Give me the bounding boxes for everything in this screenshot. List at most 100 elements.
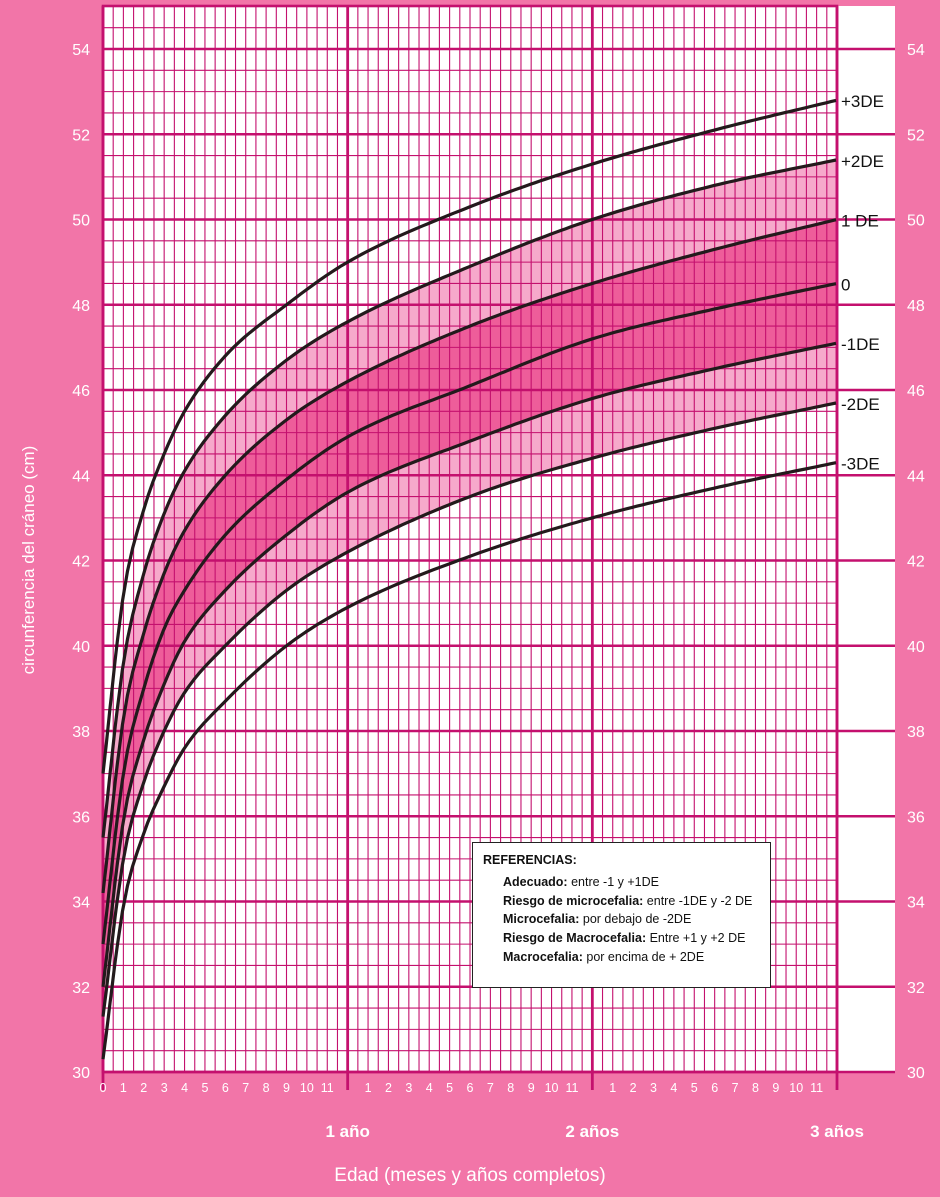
y-tick-label-right: 30	[907, 1065, 925, 1082]
x-tick-label: 1	[609, 1081, 616, 1095]
y-tick-label-left: 50	[72, 213, 90, 230]
x-tick-label: 11	[810, 1081, 823, 1095]
x-tick-label: 10	[300, 1081, 314, 1095]
x-tick-label: 7	[487, 1081, 494, 1095]
y-tick-label-left: 48	[72, 298, 90, 315]
plot-frame	[101, 4, 839, 1074]
legend-text: entre -1 y +1DE	[567, 874, 659, 889]
series-line	[101, 158, 837, 838]
x-tick-label: 1	[365, 1081, 372, 1095]
x-year-label: 3 años	[810, 1122, 864, 1141]
x-tick-label: 10	[545, 1081, 559, 1095]
series-label: 0	[841, 275, 850, 294]
series-line	[101, 98, 837, 774]
x-tick-label: 4	[181, 1081, 188, 1095]
x-tick-label: 9	[283, 1081, 290, 1095]
series-line	[101, 341, 837, 987]
x-tick-labels: 0 1 2 3 4 5 6 7 8 9 10 11 1 2 3 4 5 6 7 8 9 10 11 1 2 3 4 5 6 7 8 9 10 11…	[100, 1081, 864, 1141]
series-label: +3DE	[841, 92, 884, 111]
x-year-label: 1 año	[325, 1122, 369, 1141]
legend-text: Entre +1 y +2 DE	[646, 931, 746, 945]
legend-references: REFERENCIAS: Adecuado: entre -1 y +1DE R…	[472, 842, 771, 988]
x-tick-label: 6	[467, 1081, 474, 1095]
y-axis-label: circunferencia del cráneo (cm)	[19, 446, 38, 675]
legend-term: Riesgo de Macrocefalia:	[503, 931, 647, 945]
x-tick-label: 2	[385, 1081, 392, 1095]
legend-term: Adecuado:	[503, 874, 568, 889]
x-tick-label: 3	[161, 1081, 168, 1095]
y-tick-label-left: 30	[72, 1065, 90, 1082]
x-tick-label: 1	[120, 1081, 127, 1095]
y-tick-labels: 30 30 32 32 34 34 36 36 38 38 40 40 42 42 44 44 46 46 48 48…	[72, 42, 925, 1082]
y-tick-label-left: 36	[72, 809, 90, 826]
series-label: -1DE	[841, 335, 880, 354]
y-tick-label-left: 46	[72, 383, 90, 400]
y-tick-label-right: 38	[907, 724, 925, 741]
y-tick-label-left: 34	[72, 895, 90, 912]
legend-term: Microcefalia:	[503, 912, 580, 927]
legend-text: por debajo de -2DE	[579, 912, 692, 927]
legend-text: entre -1DE y -2 DE	[643, 893, 753, 908]
y-tick-label-left: 44	[72, 468, 90, 485]
x-tick-label: 8	[507, 1081, 514, 1095]
legend-row-riesgo-macrocefalia: Riesgo de Macrocefalia: Entre +1 y +2 DE	[483, 929, 760, 948]
legend-text: por encima de + 2DE	[582, 949, 705, 964]
x-tick-label: 9	[772, 1081, 779, 1095]
x-tick-label: 8	[752, 1081, 759, 1095]
x-tick-label: 2	[630, 1081, 637, 1095]
y-tick-label-left: 54	[72, 42, 90, 59]
y-tick-label-right: 44	[907, 468, 925, 485]
x-tick-label: 11	[565, 1081, 578, 1095]
x-tick-label: 6	[711, 1081, 718, 1095]
x-tick-label: 7	[242, 1081, 249, 1095]
legend-row-riesgo-microcefalia: Riesgo de microcefalia: entre -1DE y -2 …	[483, 892, 760, 911]
y-tick-label-right: 36	[907, 809, 925, 826]
legend-row-macrocefalia: Macrocefalia: por encima de + 2DE	[483, 948, 760, 967]
x-tick-label: 8	[263, 1081, 270, 1095]
y-tick-label-right: 46	[907, 383, 925, 400]
x-tick-label: 0	[100, 1081, 107, 1095]
y-tick-label-right: 34	[907, 895, 925, 912]
series-label: +2DE	[841, 152, 884, 171]
series-line	[101, 461, 837, 1060]
y-tick-label-right: 32	[907, 980, 925, 997]
series-line	[101, 401, 837, 1017]
y-tick-label-left: 32	[72, 980, 90, 997]
series-labels: +3DE +2DE 1 DE 0 -1DE -2DE -3DE	[841, 92, 884, 473]
y-tick-label-left: 42	[72, 554, 90, 571]
curves	[101, 98, 837, 1060]
series-label: -2DE	[841, 395, 880, 414]
y-tick-label-right: 40	[907, 639, 925, 656]
legend-term: Macrocefalia:	[503, 949, 583, 964]
x-tick-label: 5	[446, 1081, 453, 1095]
x-tick-label: 9	[528, 1081, 535, 1095]
x-tick-label: 4	[670, 1081, 677, 1095]
y-tick-label-right: 42	[907, 554, 925, 571]
x-tick-label: 2	[140, 1081, 147, 1095]
x-tick-label: 5	[201, 1081, 208, 1095]
y-tick-label-left: 38	[72, 724, 90, 741]
legend-term: Riesgo de microcefalia:	[503, 893, 644, 908]
x-tick-label: 6	[222, 1081, 229, 1095]
series-line	[101, 282, 837, 945]
y-tick-label-left: 52	[72, 127, 90, 144]
series-label: 1 DE	[841, 212, 879, 231]
x-tick-label: 10	[789, 1081, 803, 1095]
x-axis-label: Edad (meses y años completos)	[334, 1165, 605, 1186]
y-tick-label-right: 52	[907, 127, 925, 144]
x-tick-label: 5	[691, 1081, 698, 1095]
x-tick-label: 3	[405, 1081, 412, 1095]
x-tick-label: 7	[732, 1081, 739, 1095]
series-line	[101, 218, 837, 894]
y-tick-label-right: 54	[907, 42, 925, 59]
y-tick-label-right: 50	[907, 213, 925, 230]
series-label: -3DE	[841, 454, 880, 473]
x-tick-label: 4	[426, 1081, 433, 1095]
legend-title: REFERENCIAS:	[483, 853, 577, 867]
legend-row-microcefalia: Microcefalia: por debajo de -2DE	[483, 910, 760, 929]
legend-row-adecuado: Adecuado: entre -1 y +1DE	[483, 873, 760, 892]
y-tick-label-right: 48	[907, 298, 925, 315]
x-tick-label: 11	[321, 1081, 334, 1095]
